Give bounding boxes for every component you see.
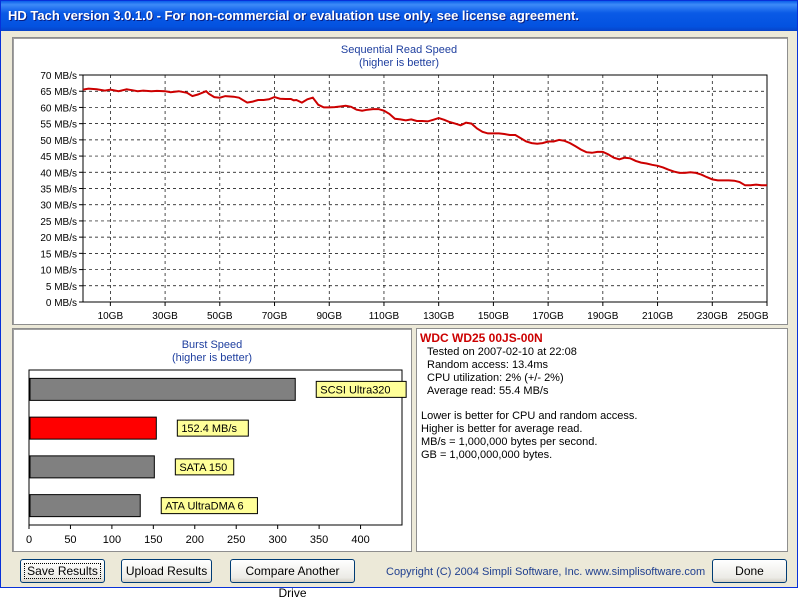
read-ytick-label: 5 MB/s xyxy=(46,282,77,293)
burst-xtick-label: 300 xyxy=(268,534,286,546)
read-speed-line xyxy=(82,87,767,187)
read-xtick-label: 70GB xyxy=(262,311,288,322)
read-ytick-label: 20 MB/s xyxy=(40,233,77,244)
note-mbs-text: MB/s = 1,000,000 bytes per second. xyxy=(421,436,598,448)
read-xtick-label: 110GB xyxy=(369,311,400,322)
read-xtick-label: 170GB xyxy=(533,311,564,322)
burst-bar xyxy=(29,377,296,401)
burst-xtick-label: 350 xyxy=(310,534,328,546)
read-ytick-label: 40 MB/s xyxy=(40,168,77,179)
note-gb-text: GB = 1,000,000,000 bytes. xyxy=(421,449,553,461)
read-xtick-label: 50GB xyxy=(207,311,233,322)
note-read-text: Higher is better for average read. xyxy=(421,423,583,435)
read-ytick-label: 35 MB/s xyxy=(40,185,77,196)
read-ytick-label: 50 MB/s xyxy=(40,136,77,147)
read-ytick-label: 55 MB/s xyxy=(40,120,77,131)
compare-drive-label: Compare Another Drive xyxy=(245,564,340,600)
done-label: Done xyxy=(735,564,764,578)
read-ytick-label: 15 MB/s xyxy=(40,249,77,260)
save-results-label: Save Results xyxy=(27,564,98,578)
read-ytick-label: 10 MB/s xyxy=(40,266,77,277)
burst-bar xyxy=(29,416,157,440)
read-plot-frame xyxy=(82,74,768,303)
read-chart-subtitle: (higher is better) xyxy=(359,57,439,69)
burst-bar-label-box xyxy=(160,497,258,515)
burst-bar-label: ATA UltraDMA 6 xyxy=(165,501,243,513)
burst-bar xyxy=(29,494,141,518)
burst-xtick-label: 250 xyxy=(227,534,245,546)
focus-outline xyxy=(24,563,101,579)
burst-xtick-label: 150 xyxy=(144,534,162,546)
burst-xtick-label: 50 xyxy=(64,534,76,546)
read-xtick-label: 230GB xyxy=(697,311,728,322)
burst-bar-label: SATA 150 xyxy=(179,462,227,474)
title-bar[interactable]: HD Tach version 3.0.1.0 - For non-commer… xyxy=(1,1,797,31)
sequential-read-chart: Sequential Read Speed (higher is better)… xyxy=(40,44,769,322)
read-xtick-label: 90GB xyxy=(316,311,342,322)
burst-chart-subtitle: (higher is better) xyxy=(172,352,252,364)
compare-another-drive-button[interactable]: Compare Another Drive xyxy=(230,559,355,600)
burst-speed-panel: Burst Speed (higher is better) SCSI Ultr… xyxy=(12,328,412,552)
read-xtick-label: 130GB xyxy=(423,311,454,322)
read-ytick-label: 65 MB/s xyxy=(40,87,77,98)
burst-bar-label-box xyxy=(315,380,407,398)
note-cpu-text: Lower is better for CPU and random acces… xyxy=(421,410,638,422)
burst-xtick-label: 100 xyxy=(103,534,121,546)
burst-plot-frame xyxy=(28,369,403,526)
read-ytick-label: 45 MB/s xyxy=(40,152,77,163)
burst-speed-chart: Burst Speed (higher is better) SCSI Ultr… xyxy=(26,339,407,546)
burst-bar-label-box xyxy=(176,419,249,437)
drive-info-panel: WDC WD25 00JS-00N Tested on 2007-02-10 a… xyxy=(416,328,788,552)
burst-xtick-label: 0 xyxy=(26,534,32,546)
read-ytick-label: 30 MB/s xyxy=(40,201,77,212)
read-chart-title: Sequential Read Speed xyxy=(341,44,457,56)
burst-bar-label-box xyxy=(174,458,235,476)
drive-name: WDC WD25 00JS-00N xyxy=(420,331,543,345)
read-xtick-label: 150GB xyxy=(478,311,509,322)
burst-xtick-label: 400 xyxy=(351,534,369,546)
window-title: HD Tach version 3.0.1.0 - For non-commer… xyxy=(8,8,579,23)
burst-bar xyxy=(29,455,155,479)
read-ytick-label: 70 MB/s xyxy=(40,71,77,82)
burst-bar-label: SCSI Ultra320 xyxy=(320,384,390,396)
tested-on-text: Tested on 2007-02-10 at 22:08 xyxy=(427,346,577,358)
read-xtick-label: 30GB xyxy=(152,311,178,322)
save-results-button[interactable]: Save Results xyxy=(20,559,105,583)
burst-chart-title: Burst Speed xyxy=(182,339,243,351)
read-xtick-label: 190GB xyxy=(587,311,618,322)
burst-bar-label: 152.4 MB/s xyxy=(181,423,237,435)
read-xtick-label: 210GB xyxy=(642,311,673,322)
read-xtick-label: 10GB xyxy=(98,311,124,322)
sequential-read-panel: Sequential Read Speed (higher is better)… xyxy=(12,37,788,325)
read-ytick-label: 60 MB/s xyxy=(40,103,77,114)
read-xtick-label: 250GB xyxy=(737,311,768,322)
upload-results-button[interactable]: Upload Results xyxy=(121,559,212,583)
upload-results-label: Upload Results xyxy=(125,564,208,578)
done-button[interactable]: Done xyxy=(712,559,787,583)
read-ytick-label: 25 MB/s xyxy=(40,217,77,228)
copyright-text: Copyright (C) 2004 Simpli Software, Inc.… xyxy=(386,566,706,578)
average-read-text: Average read: 55.4 MB/s xyxy=(427,385,549,397)
read-ytick-label: 0 MB/s xyxy=(46,298,77,309)
burst-xtick-label: 200 xyxy=(186,534,204,546)
random-access-text: Random access: 13.4ms xyxy=(427,359,549,371)
cpu-utilization-text: CPU utilization: 2% (+/- 2%) xyxy=(427,372,564,384)
